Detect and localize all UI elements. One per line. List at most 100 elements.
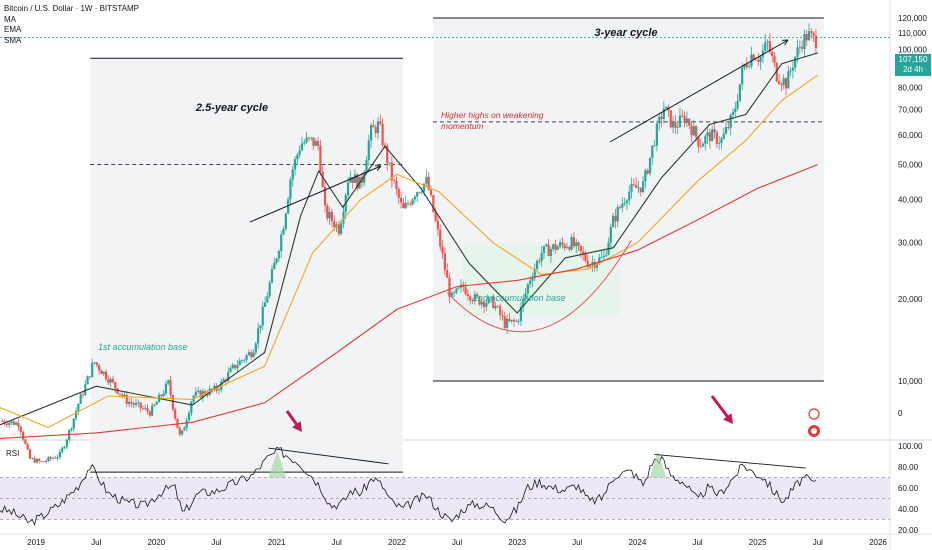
candle-body: [794, 57, 797, 68]
candle-body: [236, 365, 239, 369]
candle-body: [397, 188, 400, 198]
candle-body: [254, 343, 257, 353]
candle-body: [390, 162, 393, 180]
candle-body: [162, 393, 165, 396]
candle-body: [766, 41, 769, 43]
candle-body: [268, 282, 271, 297]
candle-body: [584, 254, 587, 261]
rsi-pane-title[interactable]: RSI: [6, 449, 20, 458]
candle-body: [289, 179, 292, 200]
rsi-overbought-fill-2: [649, 451, 667, 478]
candle-body: [501, 315, 504, 317]
x-tick-label: 2025: [749, 538, 767, 547]
candle-body: [441, 246, 444, 254]
candle-body: [123, 394, 126, 397]
legend: Bitcoin / U.S. Dollar · 1W · BITSTAMP MA…: [4, 4, 139, 46]
candle-body: [446, 269, 449, 278]
indicator-ema[interactable]: EMA: [4, 25, 22, 34]
candle-body: [658, 116, 661, 124]
annotation-weak-1: Higher highs on weakening: [441, 110, 544, 120]
flag-icon-inner: [811, 428, 817, 434]
candle-body: [47, 457, 50, 462]
candle-body: [210, 388, 214, 390]
rsi-tick-label: 40.00: [898, 505, 919, 514]
candle-body: [588, 264, 592, 267]
candle-body: [185, 420, 188, 428]
candle-body: [148, 411, 151, 416]
candle-body: [275, 258, 278, 263]
candle-body: [443, 253, 446, 270]
candle-body: [146, 407, 149, 412]
candle-body: [784, 78, 788, 89]
candle-body: [100, 370, 103, 374]
candle-body: [718, 142, 721, 144]
candle-body: [618, 207, 622, 208]
accumulation-curve: [447, 240, 632, 333]
line-ema: [0, 74, 819, 429]
candle-body: [21, 431, 25, 440]
candle-body: [240, 360, 244, 362]
candle-body: [692, 126, 695, 136]
candle-body: [363, 172, 366, 183]
candle-body: [323, 187, 327, 206]
line-ma: [0, 52, 818, 426]
candle-body: [381, 123, 384, 146]
candle-body: [559, 242, 562, 247]
candle-body: [56, 456, 59, 459]
candle-body: [499, 306, 502, 316]
cycle-zone-1: [90, 58, 403, 473]
candle-body: [434, 211, 437, 221]
annotation-weak-2: momentum: [441, 121, 484, 131]
candle-body: [132, 403, 135, 405]
candle-body: [771, 51, 774, 57]
candle-body: [155, 402, 158, 405]
candle-body: [579, 245, 582, 252]
y-tick-label: 10,000: [898, 377, 923, 386]
down-arrow-2-head: [722, 413, 733, 424]
y-tick-label: 120,000: [898, 14, 927, 23]
indicator-sma[interactable]: SMA: [4, 35, 22, 45]
candle-body: [28, 449, 32, 459]
candle-body: [554, 244, 557, 250]
candle-body: [803, 34, 806, 49]
candle-body: [729, 115, 732, 128]
candle-body: [280, 234, 283, 252]
candle-body: [102, 371, 105, 374]
candle-body: [91, 363, 94, 377]
candle-body: [814, 35, 818, 48]
candle-body: [174, 409, 177, 419]
candle-body: [169, 380, 172, 396]
candle-body: [270, 269, 274, 283]
candle-body: [273, 262, 276, 270]
x-tick-label: Jul: [211, 538, 221, 547]
candle-body: [153, 404, 156, 406]
candle-body: [741, 67, 744, 85]
candle-body: [621, 203, 624, 208]
trend-arrow-cycle2-head: [781, 39, 789, 46]
candle-body: [107, 379, 110, 383]
trend-arrow-cycle1: [249, 165, 382, 223]
symbol-title[interactable]: Bitcoin / U.S. Dollar · 1W · BITSTAMP: [4, 4, 139, 13]
candle-body: [63, 446, 66, 449]
candle-body: [252, 352, 255, 358]
indicator-ma[interactable]: MA: [4, 14, 16, 24]
candle-body: [171, 395, 174, 410]
candle-body: [713, 129, 716, 133]
candle-body: [674, 122, 677, 128]
candle-body: [33, 458, 36, 463]
candle-body: [121, 394, 124, 397]
candle-body: [466, 294, 470, 297]
candle-body: [5, 423, 9, 426]
candle-body: [616, 207, 619, 222]
candle-body: [503, 316, 506, 328]
candle-body: [699, 146, 702, 148]
candle-body: [791, 67, 795, 71]
line-sma: [0, 163, 819, 439]
candle-body: [206, 394, 209, 396]
candle-body: [582, 251, 585, 255]
candle-body: [287, 199, 290, 214]
candle-body: [93, 362, 96, 364]
candle-body: [591, 262, 594, 265]
candle-body: [127, 401, 131, 404]
